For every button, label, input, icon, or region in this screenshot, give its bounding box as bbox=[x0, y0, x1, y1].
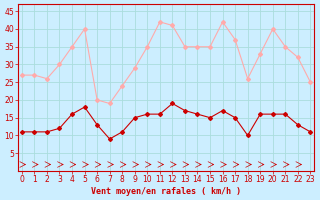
X-axis label: Vent moyen/en rafales ( km/h ): Vent moyen/en rafales ( km/h ) bbox=[91, 187, 241, 196]
